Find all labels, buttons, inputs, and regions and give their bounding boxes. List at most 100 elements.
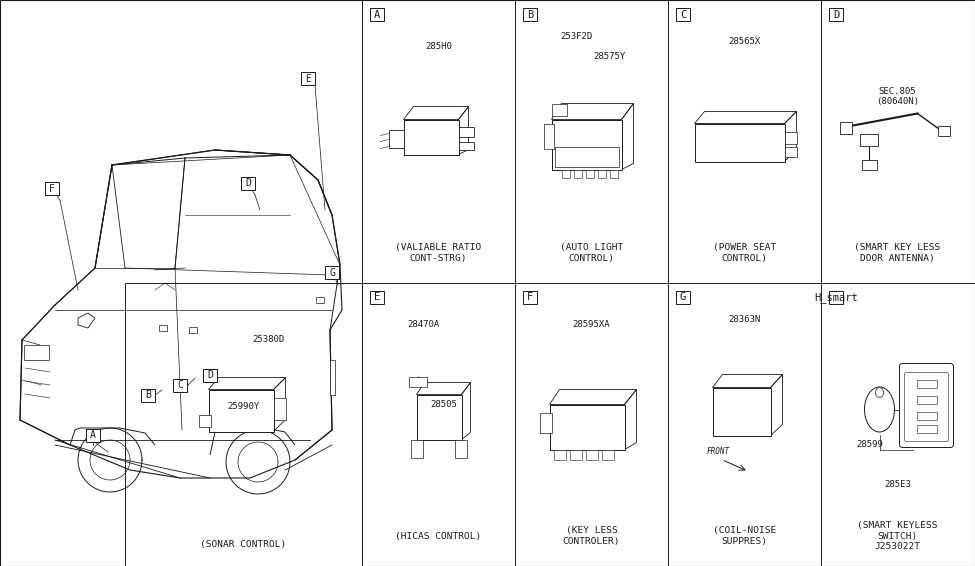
Bar: [370, 291, 384, 304]
Text: G: G: [680, 293, 686, 302]
Bar: [550, 405, 625, 449]
Text: SEC.805
(80640N): SEC.805 (80640N): [876, 87, 919, 106]
Text: (COIL-NOISE
SUPPRES): (COIL-NOISE SUPPRES): [713, 526, 776, 546]
Bar: [862, 160, 877, 169]
Bar: [301, 72, 315, 85]
Bar: [552, 119, 621, 169]
Bar: [523, 8, 537, 21]
Text: (POWER SEAT
CONTROL): (POWER SEAT CONTROL): [713, 243, 776, 263]
Bar: [325, 266, 339, 279]
Ellipse shape: [876, 388, 883, 397]
FancyBboxPatch shape: [905, 372, 949, 441]
Bar: [916, 411, 937, 419]
Bar: [676, 291, 690, 304]
Text: H_smart: H_smart: [814, 292, 858, 303]
Text: B: B: [145, 391, 151, 401]
Bar: [562, 169, 569, 178]
Bar: [785, 131, 797, 144]
Bar: [916, 424, 937, 432]
Bar: [316, 297, 324, 303]
Bar: [410, 440, 422, 457]
Text: (SONAR CONTROL): (SONAR CONTROL): [201, 539, 287, 548]
Bar: [388, 130, 404, 148]
Text: 285E3: 285E3: [884, 480, 911, 489]
Text: (AUTO LIGHT
CONTROL): (AUTO LIGHT CONTROL): [560, 243, 623, 263]
Bar: [694, 123, 785, 161]
Bar: [209, 389, 274, 431]
Text: F: F: [49, 183, 55, 194]
Text: A: A: [90, 431, 96, 440]
Bar: [839, 122, 851, 134]
Bar: [86, 429, 100, 442]
Text: 28595XA: 28595XA: [572, 320, 610, 329]
Text: D: D: [245, 178, 251, 188]
Text: 28505: 28505: [430, 400, 457, 409]
Bar: [159, 325, 167, 331]
Text: 28363N: 28363N: [728, 315, 761, 324]
Bar: [241, 177, 255, 190]
Bar: [586, 449, 598, 460]
Bar: [24, 345, 49, 360]
Bar: [938, 126, 950, 135]
Bar: [523, 291, 537, 304]
Text: 28599: 28599: [856, 440, 883, 449]
Bar: [543, 123, 554, 148]
Text: C: C: [680, 10, 686, 19]
Text: 253F2D: 253F2D: [561, 32, 593, 41]
Bar: [569, 449, 581, 460]
Bar: [586, 169, 594, 178]
Text: B: B: [526, 10, 533, 19]
Text: F: F: [526, 293, 533, 302]
Bar: [829, 8, 843, 21]
Bar: [458, 126, 474, 136]
Bar: [785, 147, 797, 157]
Bar: [404, 119, 458, 155]
FancyBboxPatch shape: [900, 363, 954, 448]
Text: G: G: [330, 268, 335, 277]
Text: A: A: [373, 10, 380, 19]
Text: 25990Y: 25990Y: [227, 402, 259, 411]
Bar: [860, 134, 878, 145]
Bar: [458, 142, 474, 149]
Bar: [916, 396, 937, 404]
Bar: [199, 414, 211, 427]
Bar: [713, 388, 770, 435]
Bar: [829, 291, 843, 304]
Text: (HICAS CONTROL): (HICAS CONTROL): [396, 531, 482, 541]
Bar: [274, 397, 286, 419]
Bar: [552, 104, 566, 115]
Bar: [409, 376, 426, 387]
Text: 285H0: 285H0: [425, 42, 452, 51]
Text: (SMART KEYLESS
SWITCH)
J253022T: (SMART KEYLESS SWITCH) J253022T: [857, 521, 938, 551]
Text: 28575Y: 28575Y: [594, 52, 626, 61]
Bar: [539, 413, 552, 432]
Bar: [916, 379, 937, 388]
Text: D: D: [833, 10, 839, 19]
Ellipse shape: [865, 387, 894, 432]
Bar: [573, 169, 581, 178]
Text: (KEY LESS
CONTROLER): (KEY LESS CONTROLER): [563, 526, 620, 546]
Text: (SMART KEY LESS
DOOR ANTENNA): (SMART KEY LESS DOOR ANTENNA): [854, 243, 941, 263]
Bar: [189, 327, 197, 333]
Bar: [454, 440, 466, 457]
Text: 28470A: 28470A: [408, 320, 440, 329]
Text: 25380D: 25380D: [253, 335, 285, 344]
Bar: [554, 449, 566, 460]
Bar: [676, 8, 690, 21]
Bar: [370, 8, 384, 21]
Bar: [125, 283, 362, 566]
Text: (VALIABLE RATIO
CONT-STRG): (VALIABLE RATIO CONT-STRG): [396, 243, 482, 263]
Text: E: E: [373, 293, 380, 302]
Bar: [141, 389, 155, 402]
Text: 28565X: 28565X: [728, 37, 761, 46]
Bar: [45, 182, 59, 195]
Bar: [173, 379, 187, 392]
Bar: [203, 369, 217, 382]
Text: E: E: [305, 74, 311, 84]
Bar: [598, 169, 605, 178]
Text: FRONT: FRONT: [707, 447, 730, 456]
Bar: [555, 147, 618, 166]
Text: C: C: [177, 380, 183, 391]
Bar: [416, 395, 461, 440]
Text: D: D: [207, 371, 213, 380]
